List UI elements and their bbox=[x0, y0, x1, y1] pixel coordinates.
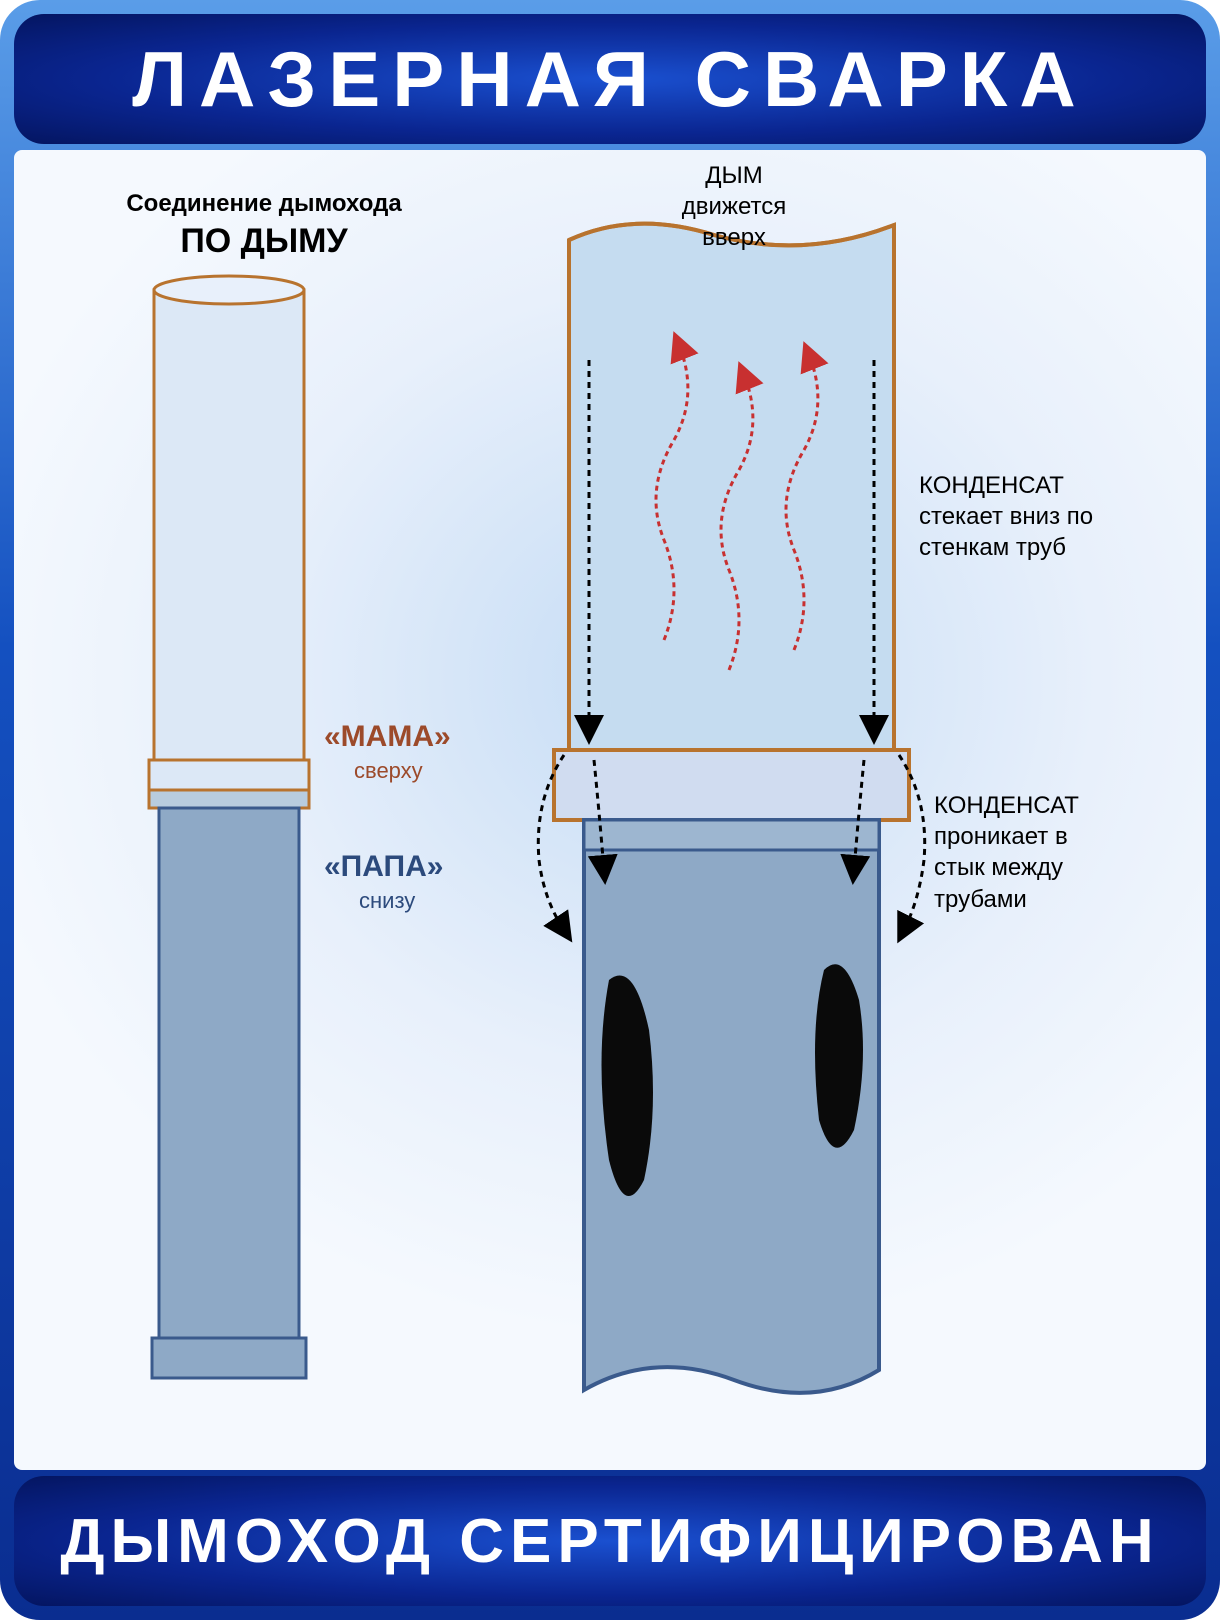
mama-sub-label: сверху bbox=[354, 758, 423, 784]
mama-collar bbox=[149, 760, 309, 790]
bottom-pipe-top bbox=[584, 820, 879, 850]
stain-right bbox=[815, 964, 863, 1147]
mama-collar2 bbox=[149, 790, 309, 808]
footer-bar: ДЫМОХОД СЕРТИФИЦИРОВАН bbox=[14, 1476, 1206, 1606]
smoke-label: ДЫМ движется вверх bbox=[654, 160, 814, 254]
header-title: ЛАЗЕРНАЯ СВАРКА bbox=[132, 34, 1087, 125]
header-bar: ЛАЗЕРНАЯ СВАРКА bbox=[14, 14, 1206, 144]
mama-label: «МАМА» bbox=[324, 720, 451, 754]
right-top-pipe bbox=[569, 224, 894, 750]
papa-sub-label: снизу bbox=[359, 888, 415, 914]
top-pipe-rim bbox=[154, 276, 304, 304]
bottom-pipe bbox=[159, 808, 299, 1338]
cond-label-1: КОНДЕНСАТ стекает вниз по стенкам труб bbox=[919, 470, 1169, 564]
left-diagram: Соединение дымохода ПО ДЫМУ «МАМА» сверх… bbox=[104, 190, 424, 1430]
papa-label: «ПАПА» bbox=[324, 850, 443, 884]
papa-collar bbox=[152, 1338, 306, 1378]
content-area: Соединение дымохода ПО ДЫМУ «МАМА» сверх… bbox=[14, 150, 1206, 1470]
right-diagram: ДЫМ движется вверх КОНДЕНСАТ стекает вни… bbox=[514, 160, 1174, 1440]
joint-collar bbox=[554, 750, 909, 820]
top-pipe bbox=[154, 290, 304, 790]
left-pipes-svg bbox=[104, 190, 424, 1430]
cond-label-2: КОНДЕНСАТ проникает в стык между трубами bbox=[934, 790, 1174, 915]
footer-title: ДЫМОХОД СЕРТИФИЦИРОВАН bbox=[60, 1506, 1159, 1577]
infographic-frame: ЛАЗЕРНАЯ СВАРКА Соединение дымохода ПО Д… bbox=[0, 0, 1220, 1620]
